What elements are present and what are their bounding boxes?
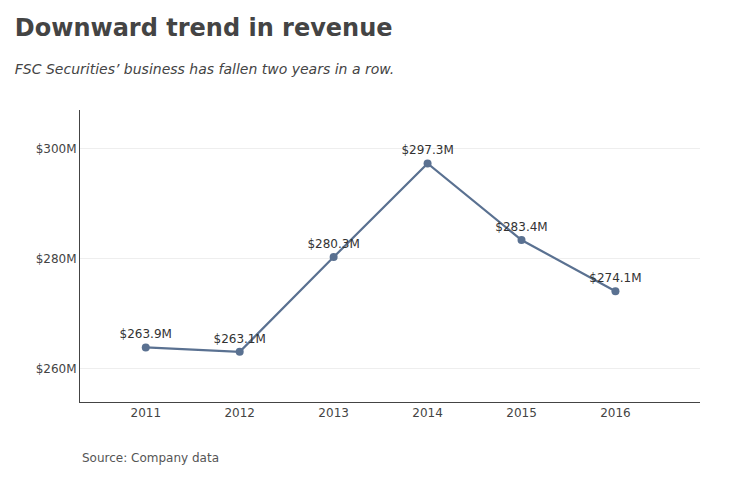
svg-text:$280M: $280M: [36, 252, 77, 266]
svg-text:$300M: $300M: [36, 142, 77, 156]
svg-text:FSC Securities’ business has f: FSC Securities’ business has fallen two …: [15, 61, 394, 77]
svg-text:Source: Company data: Source: Company data: [82, 451, 219, 465]
svg-text:2014: 2014: [412, 406, 443, 420]
svg-text:$280.3M: $280.3M: [307, 237, 359, 251]
svg-text:$274.1M: $274.1M: [589, 271, 641, 285]
svg-text:2012: 2012: [224, 406, 255, 420]
svg-text:$263.9M: $263.9M: [120, 327, 172, 341]
svg-text:$260M: $260M: [36, 362, 77, 376]
svg-text:$297.3M: $297.3M: [401, 143, 453, 157]
svg-text:2013: 2013: [318, 406, 349, 420]
svg-text:2011: 2011: [130, 406, 161, 420]
svg-text:2016: 2016: [600, 406, 631, 420]
svg-text:$263.1M: $263.1M: [214, 332, 266, 346]
svg-text:2015: 2015: [506, 406, 537, 420]
svg-text:Downward trend in revenue: Downward trend in revenue: [15, 14, 393, 42]
svg-text:$283.4M: $283.4M: [495, 220, 547, 234]
